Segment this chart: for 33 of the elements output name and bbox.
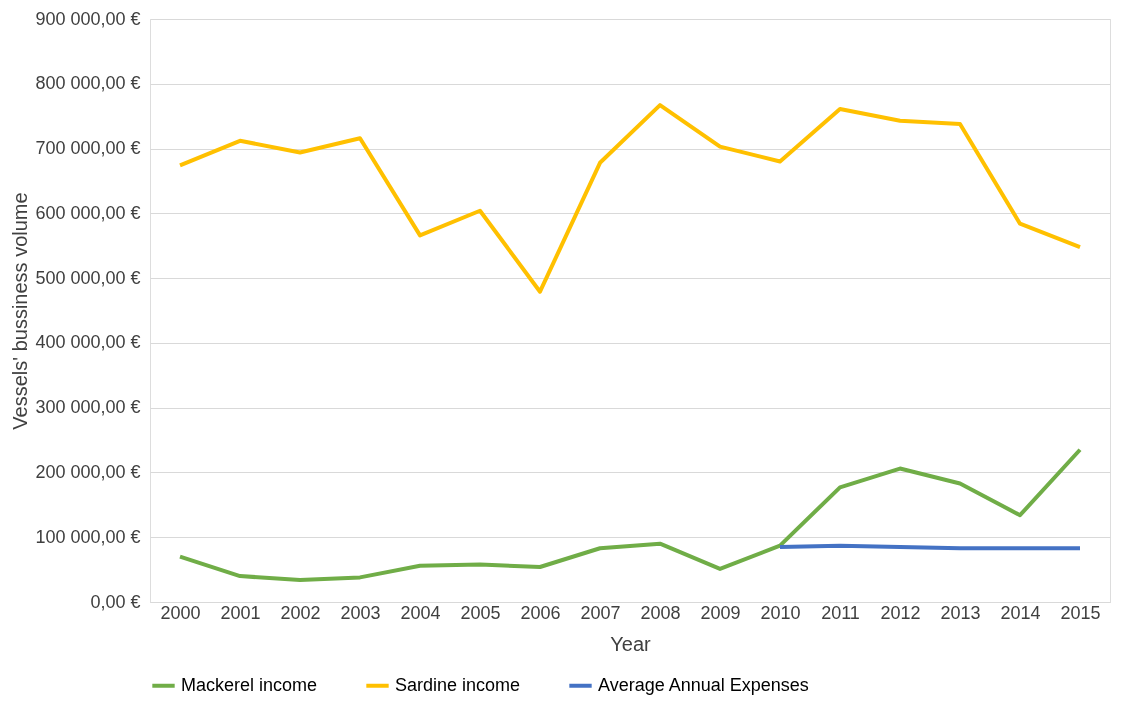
x-tick-label: 2015 — [1060, 602, 1101, 623]
y-tick-label: 400 000,00 € — [35, 332, 141, 353]
line-series — [178, 103, 1082, 294]
line-series — [178, 447, 1082, 582]
y-tick-label: 700 000,00 € — [35, 138, 141, 159]
x-tick-label: 2001 — [220, 602, 261, 623]
x-tick-label: 2005 — [460, 602, 501, 623]
x-tick-label: 2002 — [280, 602, 321, 623]
y-tick-label: 900 000,00 € — [35, 8, 141, 29]
x-tick-label: 2013 — [940, 602, 981, 623]
legend-label: Mackerel income — [181, 674, 318, 695]
x-tick-label: 2009 — [700, 602, 741, 623]
legend-label: Sardine income — [395, 674, 521, 695]
x-tick-label: 2007 — [580, 602, 621, 623]
y-tick-label: 800 000,00 € — [35, 73, 141, 94]
x-tick-label: 2014 — [1000, 602, 1041, 623]
y-tick-label: 300 000,00 € — [35, 397, 141, 418]
x-axis-title: Year — [610, 632, 652, 655]
x-tick-label: 2008 — [640, 602, 681, 623]
y-tick-label: 0,00 € — [90, 591, 141, 612]
y-tick-label: 100 000,00 € — [35, 526, 141, 547]
x-tick-label: 2006 — [520, 602, 561, 623]
legend-label: Average Annual Expenses — [598, 674, 809, 695]
y-tick-label: 500 000,00 € — [35, 267, 141, 288]
x-tick-label: 2010 — [760, 602, 801, 623]
x-tick-label: 2011 — [821, 602, 860, 623]
x-tick-label: 2004 — [400, 602, 441, 623]
y-tick-label: 600 000,00 € — [35, 202, 141, 223]
x-tick-label: 2012 — [880, 602, 921, 623]
x-tick-label: 2003 — [340, 602, 381, 623]
x-tick-label: 2000 — [160, 602, 201, 623]
y-tick-label: 200 000,00 € — [35, 461, 141, 482]
y-axis-title: Vessels' bussiness volume — [9, 192, 32, 430]
